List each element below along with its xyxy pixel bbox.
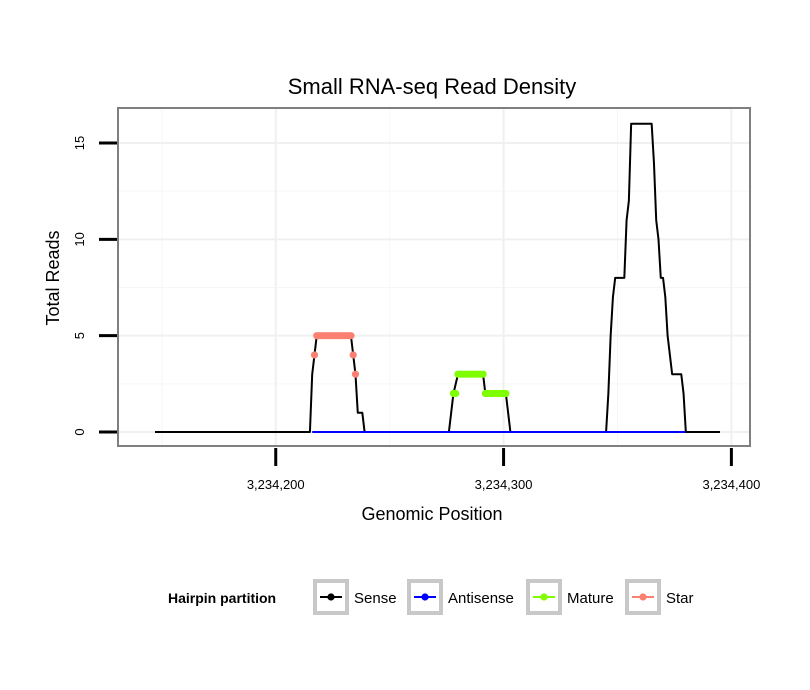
x-tick-label-0: 3,234,200 (247, 477, 305, 492)
legend-title: Hairpin partition (168, 590, 276, 606)
x-axis-title: Genomic Position (361, 504, 502, 524)
star-point-17 (349, 351, 357, 359)
legend: Hairpin partition Sense Antisense Mature St… (168, 579, 694, 615)
plot-panel-background (118, 108, 750, 446)
x-tick-label-2: 3,234,400 (702, 477, 760, 492)
x-axis: 3,234,200 3,234,300 3,234,400 (247, 448, 760, 492)
legend-label-sense: Sense (354, 590, 397, 607)
plot-panel-border (117, 107, 751, 447)
legend-label-star: Star (666, 590, 694, 607)
y-tick-label-2: 10 (72, 232, 87, 246)
y-tick-label-0: 0 (72, 428, 87, 435)
y-axis-title: Total Reads (43, 230, 63, 325)
chart-title: Small RNA-seq Read Density (288, 74, 577, 99)
legend-key-point-star (639, 593, 647, 601)
mature-point-23 (502, 389, 510, 398)
star-point-0 (310, 351, 319, 359)
legend-key-point-antisense (421, 593, 429, 601)
star-point-16 (347, 332, 355, 340)
legend-label-mature: Mature (567, 590, 614, 607)
x-tick-label-1: 3,234,300 (475, 477, 533, 492)
star-point-18 (351, 370, 360, 378)
y-tick-label-3: 15 (72, 136, 87, 150)
y-axis: 0 5 10 15 (72, 136, 117, 436)
mature-point-13 (479, 370, 487, 378)
mature-point-1 (452, 389, 460, 398)
series-layer (155, 122, 720, 433)
y-tick-label-1: 5 (72, 332, 87, 339)
legend-key-point-sense (327, 593, 335, 601)
legend-key-point-mature (540, 593, 548, 601)
legend-label-antisense: Antisense (448, 590, 514, 607)
